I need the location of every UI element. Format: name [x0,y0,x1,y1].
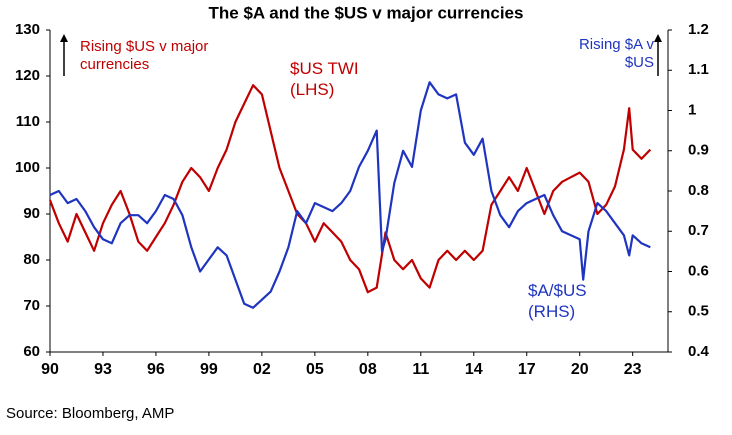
x-tick-label: 05 [306,361,324,378]
x-tick-label: 96 [147,361,165,378]
y-tick-label: 60 [23,343,40,360]
y2-tick-label: 1.2 [688,21,709,38]
y2-tick-label: 0.9 [688,142,709,159]
y2-tick-label: 1.1 [688,61,709,78]
x-tick-label: 17 [518,361,536,378]
y2-tick-label: 0.8 [688,182,709,199]
x-tick-label: 99 [200,361,218,378]
y-tick-label: 80 [23,251,40,268]
y2-tick-label: 1 [688,101,696,118]
arrow-left-head [60,34,68,42]
y-tick-label: 100 [15,159,40,176]
arrow-right-head [654,34,662,42]
y2-tick-label: 0.7 [688,222,709,239]
x-tick-label: 02 [253,361,271,378]
x-tick-label: 23 [624,361,642,378]
x-tick-label: 11 [412,361,429,378]
x-tick-label: 08 [359,361,377,378]
annotation-usd: Rising $US v major currencies [80,38,209,73]
y2-tick-label: 0.5 [688,303,709,320]
y-tick-label: 120 [15,67,40,84]
x-tick-label: 14 [465,361,483,378]
series-label-aud: $A/$US (RHS) [528,281,587,321]
x-tick-label: 90 [41,361,59,378]
chart-title: The $A and the $US v major currencies [209,3,524,22]
y-tick-label: 110 [16,113,40,130]
annotation-aud: Rising $A v $US [578,36,654,71]
y2-tick-label: 0.6 [688,262,709,279]
y-tick-label: 70 [23,297,40,314]
y-tick-label: 130 [15,21,40,38]
y2-tick-label: 0.4 [688,343,710,360]
x-tick-label: 93 [94,361,112,378]
y-tick-label: 90 [23,205,40,222]
series-label-usd: $US TWI (LHS) [290,59,359,99]
series-line [48,84,652,294]
x-tick-label: 20 [571,361,589,378]
source: Source: Bloomberg, AMP [6,405,174,422]
series-line [49,81,651,309]
